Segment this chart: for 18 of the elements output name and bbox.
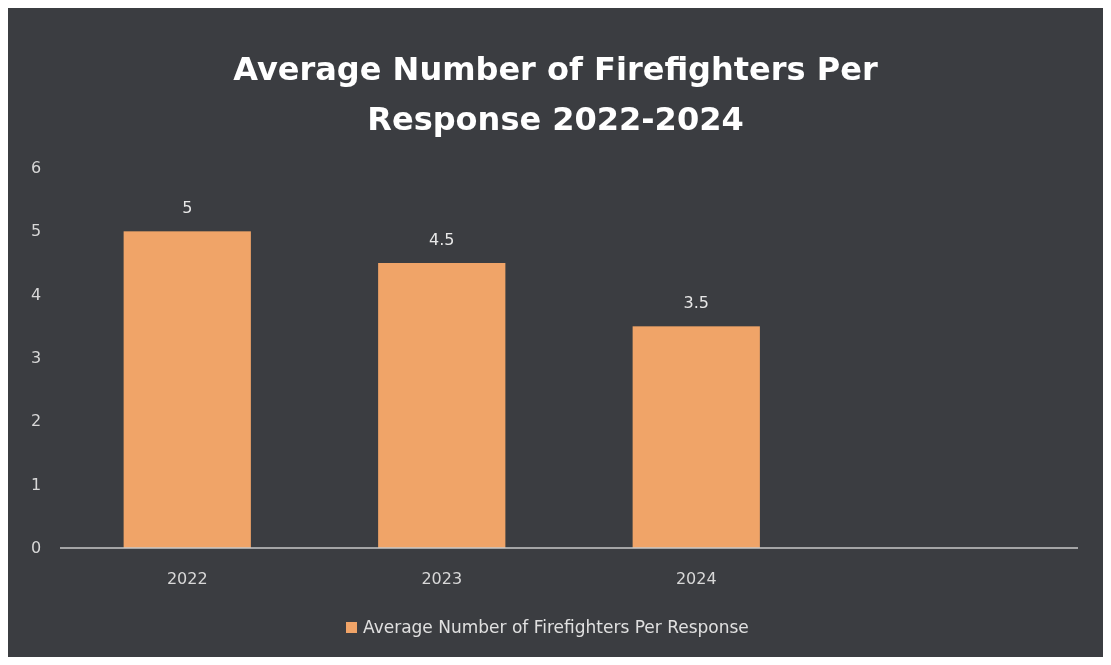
y-tick-label: 6 [30, 158, 42, 177]
data-label: 3.5 [683, 293, 709, 313]
y-tick-label: 3 [30, 348, 42, 367]
x-tick-label: 2023 [421, 569, 463, 588]
data-label: 5 [182, 198, 193, 218]
chart-title: Average Number of Firefighters Per Response 2022-2024 [233, 50, 878, 138]
bar [632, 326, 760, 548]
y-tick-label: 1 [30, 474, 42, 494]
legend-label: Average Number of Firefighters Per Response [363, 617, 749, 637]
data-label: 4.5 [429, 230, 455, 249]
bar [378, 263, 506, 548]
x-tick-label: 2024 [675, 569, 717, 588]
x-tick-label: 2022 [166, 569, 208, 588]
y-tick-label: 5 [30, 221, 42, 241]
y-tick-label: 0 [30, 538, 42, 557]
y-tick-label: 4 [30, 284, 42, 304]
bar [123, 231, 251, 548]
y-tick-label: 2 [30, 411, 42, 431]
